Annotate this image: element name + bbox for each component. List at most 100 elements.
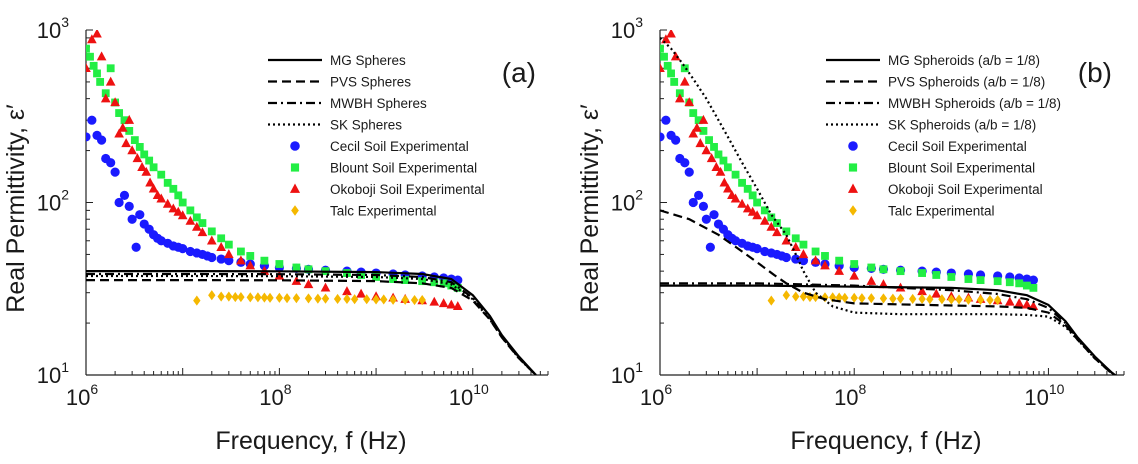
panel-a-point-talc-experimental	[350, 294, 359, 305]
panel-a-point-cecil-soil-experimental	[131, 242, 141, 252]
panel-b-point-okoboji-soil-experimental	[849, 270, 860, 280]
panel-b-legend-marker	[847, 183, 859, 193]
panel-a-point-okoboji-soil-experimental	[105, 76, 116, 86]
panel-b-point-blount-soil-experimental	[710, 143, 718, 151]
panel-b-y-tick-label: 101	[611, 359, 643, 388]
panel-a-point-okoboji-soil-experimental	[127, 145, 137, 155]
panel-b-point-blount-soil-experimental	[1022, 281, 1031, 290]
panel-a-point-blount-soil-experimental	[140, 150, 149, 159]
panel-a-legend-item: PVS Spheres	[268, 75, 411, 90]
panel-a-point-okoboji-soil-experimental	[92, 30, 102, 38]
panel-a-point-blount-soil-experimental	[292, 263, 301, 272]
panel-b-point-blount-soil-experimental	[723, 163, 732, 172]
panel-b-point-okoboji-soil-experimental	[695, 138, 706, 148]
panel-a-point-blount-soil-experimental	[343, 269, 351, 277]
panel-b: 106 108 1010 101 102 103 Frequency, f (Hz) Real…	[576, 14, 1125, 455]
panel-b-point-okoboji-soil-experimental	[661, 34, 671, 44]
panel-b-point-okoboji-soil-experimental	[701, 145, 712, 155]
panel-b-point-okoboji-soil-experimental	[747, 206, 758, 216]
panel-b-point-talc-experimental	[850, 292, 858, 303]
panel-a-line-mg-spheres	[86, 270, 537, 375]
panel-b-point-cecil-soil-experimental	[709, 210, 719, 220]
panel-b-point-blount-soil-experimental	[879, 265, 888, 274]
panel-a-legend-label: Blount Soil Experimental	[330, 161, 477, 176]
panel-a-point-okoboji-soil-experimental	[156, 193, 167, 203]
panel-a-point-okoboji-soil-experimental	[86, 62, 91, 72]
panel-b-y-axis-label: Real Permittivity, ε′	[576, 104, 604, 313]
panel-b-point-talc-experimental	[955, 294, 963, 305]
panel-b-series-talc-experimental	[767, 290, 1002, 306]
panel-b-point-okoboji-soil-experimental	[878, 279, 889, 289]
panel-a-point-okoboji-soil-experimental	[452, 301, 463, 311]
panel-a-point-cecil-soil-experimental	[207, 252, 217, 263]
panel-a-x-tick-label: 1010	[449, 381, 489, 410]
panel-a-point-blount-soil-experimental	[192, 213, 201, 222]
panel-a-point-blount-soil-experimental	[178, 198, 187, 207]
panel-a-x-tick-label: 106	[66, 381, 98, 410]
panel-a-point-okoboji-soil-experimental	[191, 221, 202, 231]
panel-b-line-mwbh-spheroids-a-b-1-8	[660, 282, 1117, 375]
panel-b-point-talc-experimental	[896, 293, 905, 304]
panel-a-point-talc-experimental	[292, 293, 301, 304]
panel-b-point-blount-soil-experimental	[738, 178, 746, 187]
panel-b-point-cecil-soil-experimental	[752, 244, 762, 254]
panel-a-point-talc-experimental	[260, 292, 269, 303]
panel-a-legend-marker	[291, 205, 299, 216]
panel-a-point-blount-soil-experimental	[304, 265, 313, 274]
panel-b-point-talc-experimental	[799, 291, 808, 302]
panel-a-point-blount-soil-experimental	[86, 44, 90, 53]
panel-a-point-okoboji-soil-experimental	[438, 298, 449, 308]
panel-a-point-blount-soil-experimental	[135, 143, 144, 151]
panel-b-point-cecil-soil-experimental	[660, 132, 665, 142]
panel-b-legend-label: MG Spheroids (a/b = 1/8)	[888, 53, 1040, 68]
panel-b-point-blount-soil-experimental	[1029, 283, 1038, 292]
panel-b-legend-item: MG Spheroids (a/b = 1/8)	[826, 53, 1040, 68]
panel-b-point-okoboji-soil-experimental	[670, 51, 681, 61]
panel-a-point-talc-experimental	[321, 293, 330, 304]
panel-b-point-talc-experimental	[964, 294, 973, 305]
panel-a-point-blount-soil-experimental	[86, 52, 94, 61]
panel-a-point-okoboji-soil-experimental	[145, 177, 155, 187]
panel-a-point-cecil-soil-experimental	[135, 210, 145, 220]
panel-b-point-blount-soil-experimental	[867, 263, 876, 272]
panel-a-point-talc-experimental	[333, 293, 342, 305]
panel-a-point-talc-experimental	[254, 292, 262, 303]
panel-b-legend: MG Spheroids (a/b = 1/8) PVS Spheroids (a…	[826, 53, 1061, 219]
panel-a-point-blount-soil-experimental	[418, 277, 427, 286]
panel-a-point-okoboji-soil-experimental	[446, 299, 457, 309]
panel-b-point-blount-soil-experimental	[748, 191, 757, 200]
panel-b-point-blount-soil-experimental	[811, 247, 820, 256]
panel-b-point-blount-soil-experimental	[976, 276, 985, 284]
panel-b-point-okoboji-soil-experimental	[834, 265, 845, 275]
panel-a-point-okoboji-soil-experimental	[114, 128, 124, 138]
panel-a-point-okoboji-soil-experimental	[100, 93, 111, 103]
panel-a-point-talc-experimental	[372, 294, 380, 305]
panel-a-series-talc-experimental	[193, 290, 426, 306]
panel-b-legend-label: Okoboji Soil Experimental	[888, 182, 1043, 197]
panel-b-point-okoboji-soil-experimental	[742, 203, 753, 213]
panel-a-point-okoboji-soil-experimental	[132, 153, 143, 163]
panel-a-point-okoboji-soil-experimental	[206, 235, 217, 245]
panel-a-point-blount-soil-experimental	[198, 219, 207, 227]
panel-a-point-cecil-soil-experimental	[224, 256, 234, 266]
panel-a-point-cecil-soil-experimental	[127, 214, 137, 224]
panel-a-point-talc-experimental	[193, 295, 201, 306]
panel-b-point-okoboji-soil-experimental	[666, 30, 676, 38]
panel-b-point-blount-soil-experimental	[743, 184, 752, 193]
panel-b-point-blount-soil-experimental	[675, 89, 684, 98]
panel-b-x-tick-label: 106	[640, 381, 672, 410]
panel-a-point-blount-soil-experimental	[157, 170, 166, 179]
panel-b-point-okoboji-soil-experimental	[674, 93, 685, 103]
panel-b-point-okoboji-soil-experimental	[752, 210, 762, 220]
panel-b-point-blount-soil-experimental	[731, 170, 740, 179]
panel-b-point-blount-soil-experimental	[773, 219, 781, 227]
panel-a-legend-item: SK Spheres	[268, 118, 402, 133]
panel-a-point-talc-experimental	[237, 292, 245, 303]
panel-a-point-cecil-soil-experimental	[110, 167, 120, 177]
panel-b-point-blount-soil-experimental	[767, 213, 776, 222]
panel-b-point-blount-soil-experimental	[1005, 278, 1014, 287]
panel-b-legend-item: MWBH Spheroids (a/b = 1/8)	[826, 96, 1061, 111]
panel-b-point-blount-soil-experimental	[760, 206, 769, 215]
panel-b-point-talc-experimental	[867, 293, 875, 304]
panel-b-point-talc-experimental	[811, 292, 820, 303]
